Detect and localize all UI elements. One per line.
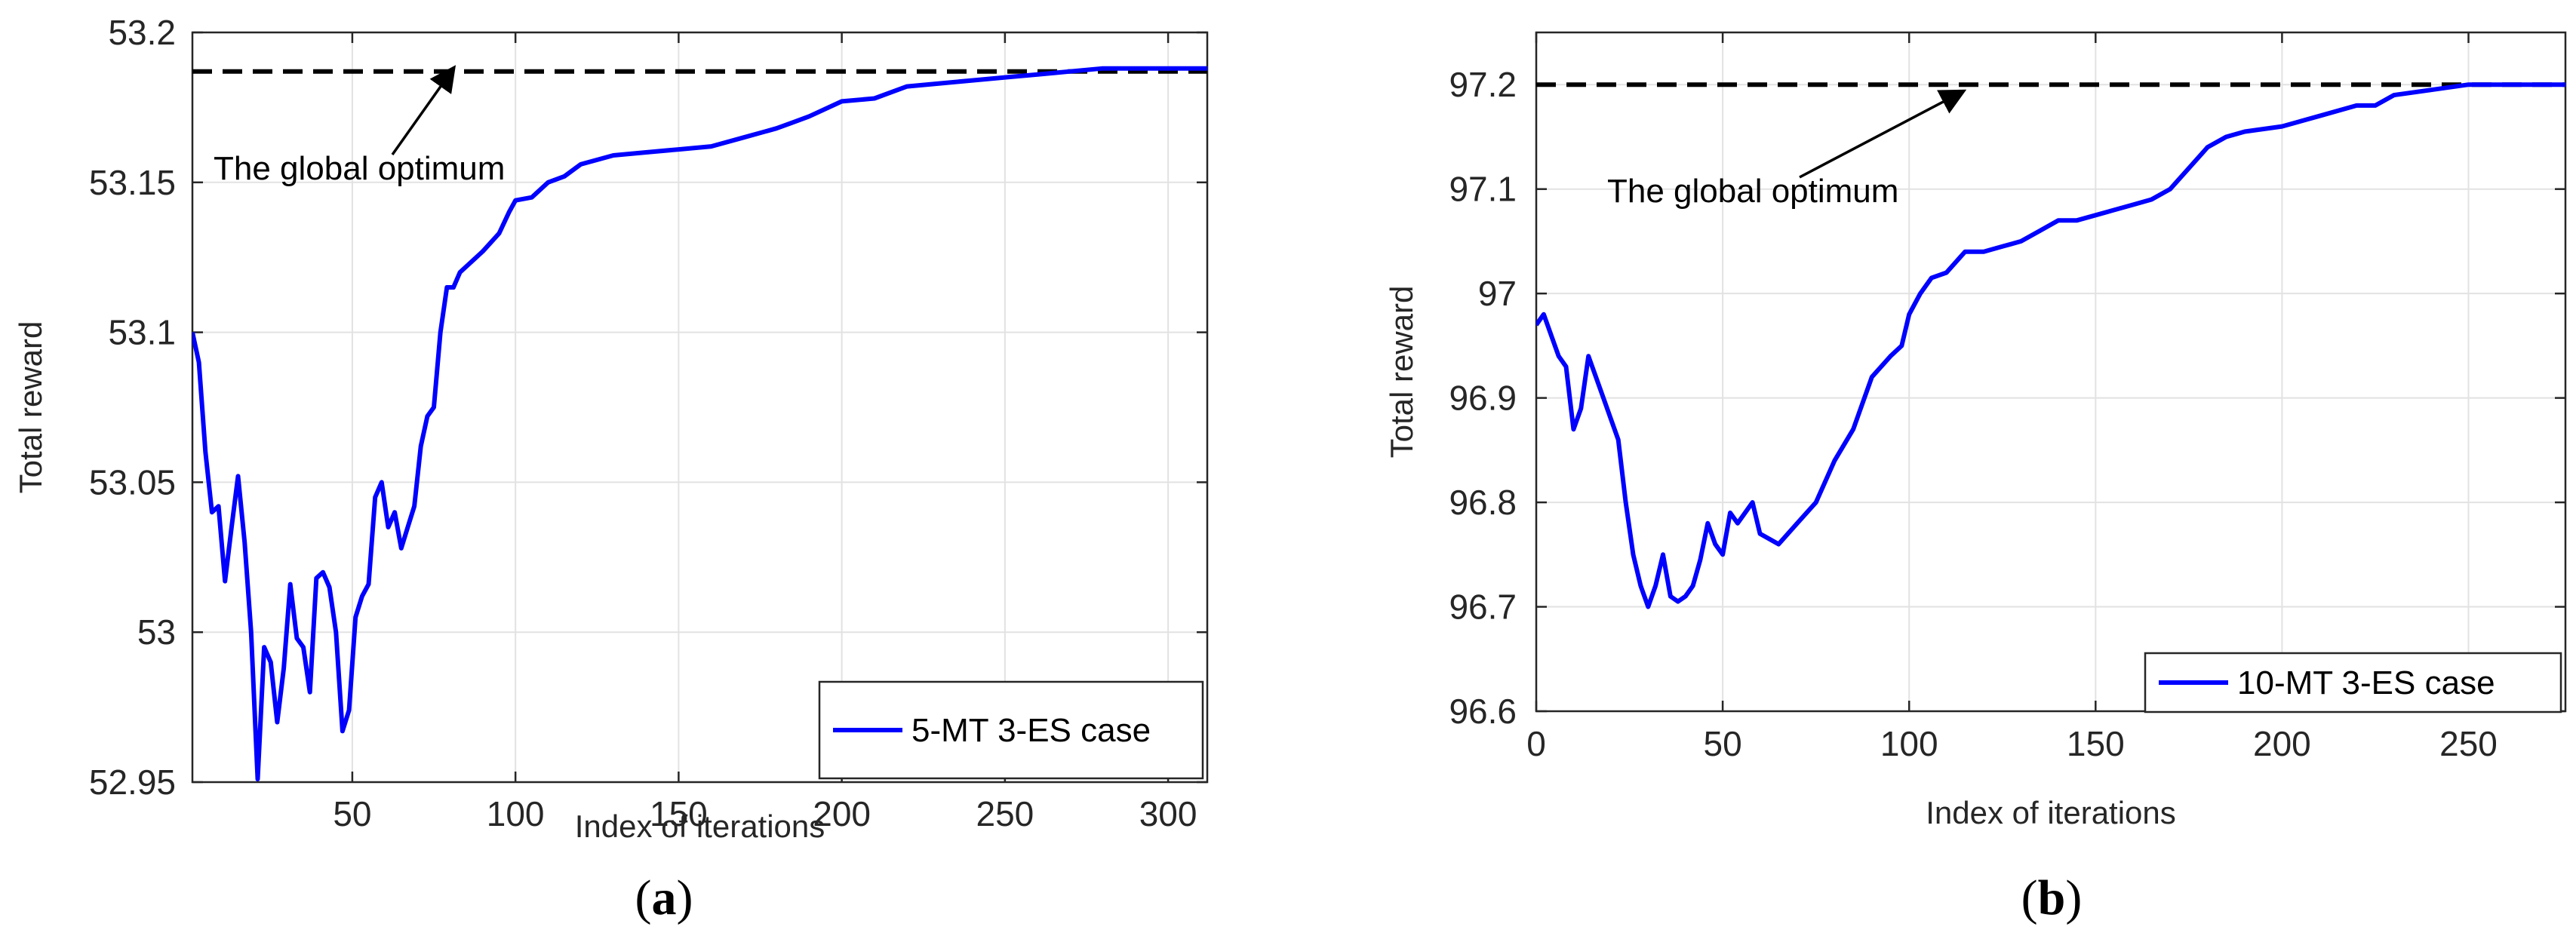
axes-box bbox=[191, 31, 1209, 784]
x-tick-label: 100 bbox=[487, 794, 545, 833]
series-line-0 bbox=[1536, 82, 2565, 609]
annotation-arrow bbox=[1799, 89, 1967, 179]
annotation-text: The global optimum bbox=[1607, 173, 1898, 210]
y-tick-label: 96.7 bbox=[1449, 588, 1517, 627]
chart-panel-a: 50 100 150 200 250 300 52.95 53 53.05 53.1 53.15 53… bbox=[13, 13, 1209, 925]
legend: 5-MT 3-ES case bbox=[818, 680, 1204, 780]
x-tick-label: 100 bbox=[1880, 724, 1938, 763]
x-tick-label: 250 bbox=[2439, 724, 2498, 763]
y-axis-label: Total reward bbox=[13, 321, 48, 494]
y-axis-label: Total reward bbox=[1384, 286, 1419, 459]
x-tick-label: 200 bbox=[813, 794, 871, 833]
x-tick-label: 200 bbox=[2253, 724, 2311, 763]
y-tick-label: 97.2 bbox=[1449, 65, 1517, 104]
legend: 10-MT 3-ES case bbox=[2144, 652, 2562, 713]
series-line-0 bbox=[192, 66, 1207, 781]
plot-area bbox=[1536, 32, 2565, 711]
plot-area bbox=[192, 32, 1207, 782]
x-tick-label: 250 bbox=[976, 794, 1034, 833]
x-tick-label: 0 bbox=[1526, 724, 1546, 763]
y-tick-label: 53 bbox=[137, 612, 176, 652]
y-tick-label: 53.1 bbox=[108, 313, 176, 352]
panel-caption: (a) bbox=[635, 870, 693, 925]
y-tick-label: 96.9 bbox=[1449, 379, 1517, 418]
x-tick-label: 50 bbox=[333, 794, 371, 833]
legend-label: 5-MT 3-ES case bbox=[911, 712, 1151, 749]
panel-caption: (b) bbox=[2021, 870, 2083, 925]
x-tick-label: 150 bbox=[2067, 724, 2125, 763]
y-tick-label: 96.6 bbox=[1449, 692, 1517, 731]
y-tick-label: 97.1 bbox=[1449, 170, 1517, 209]
x-tick-label: 300 bbox=[1139, 794, 1197, 833]
y-tick-label: 52.95 bbox=[89, 763, 176, 802]
y-tick-label: 53.15 bbox=[89, 163, 176, 202]
annotation-arrow bbox=[391, 65, 456, 156]
y-tick-label: 53.05 bbox=[89, 462, 176, 502]
y-tick-label: 96.8 bbox=[1449, 483, 1517, 522]
x-tick-label: 150 bbox=[650, 794, 708, 833]
y-tick-label: 53.2 bbox=[108, 13, 176, 52]
axes-box bbox=[1535, 31, 2567, 713]
y-tick-label: 97 bbox=[1478, 274, 1517, 313]
legend-label: 10-MT 3-ES case bbox=[2237, 664, 2495, 701]
x-axis-label: Index of iterations bbox=[575, 809, 825, 844]
x-tick-label: 50 bbox=[1704, 724, 1742, 763]
chart-panel-b: 0 50 100 150 200 250 96.6 96.7 96.8 96.9 97 97.1 97.… bbox=[1384, 31, 2567, 925]
annotation-text: The global optimum bbox=[214, 150, 505, 187]
x-axis-label: Index of iterations bbox=[1926, 795, 2176, 830]
